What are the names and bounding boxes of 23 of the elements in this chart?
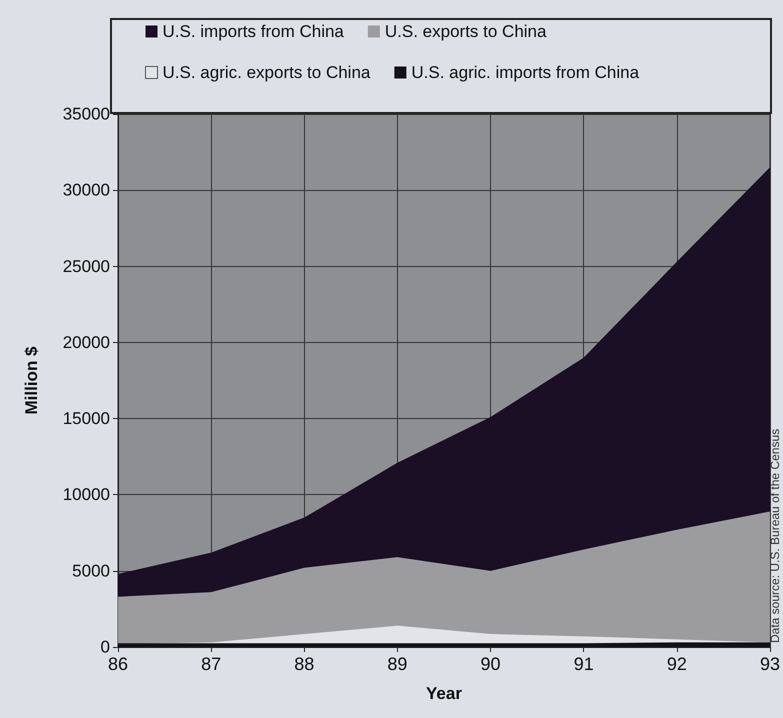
legend-label: U.S. agric. imports from China <box>411 63 640 82</box>
y-tick-label: 0 <box>100 638 110 656</box>
y-axis-title: Million $ <box>22 346 41 414</box>
legend-label: U.S. exports to China <box>384 22 547 41</box>
y-tick-label: 10000 <box>62 485 110 504</box>
y-tick-label: 15000 <box>62 409 110 428</box>
annotation: Data source: U.S. Bureau of the Census <box>768 428 782 643</box>
x-tick-label: 93 <box>760 654 780 674</box>
y-tick-label: 20000 <box>62 332 110 352</box>
y-tick-label: 30000 <box>62 180 110 200</box>
x-tick-label: 92 <box>666 654 687 674</box>
x-tick-label: 90 <box>480 654 501 674</box>
y-tick-label: 25000 <box>62 256 110 276</box>
x-tick-label: 87 <box>201 654 222 674</box>
x-tick-label: 91 <box>574 654 594 674</box>
x-tick-label: 86 <box>108 654 128 674</box>
y-tick-label: 35000 <box>62 104 110 124</box>
y-tick-label: 5000 <box>72 561 110 580</box>
legend-label: U.S. agric. exports to China <box>162 63 371 82</box>
x-axis-title: Year <box>426 684 462 703</box>
x-tick-label: 89 <box>387 654 408 674</box>
x-tick-label: 88 <box>294 654 314 674</box>
legend-label: U.S. imports from China <box>162 22 344 41</box>
